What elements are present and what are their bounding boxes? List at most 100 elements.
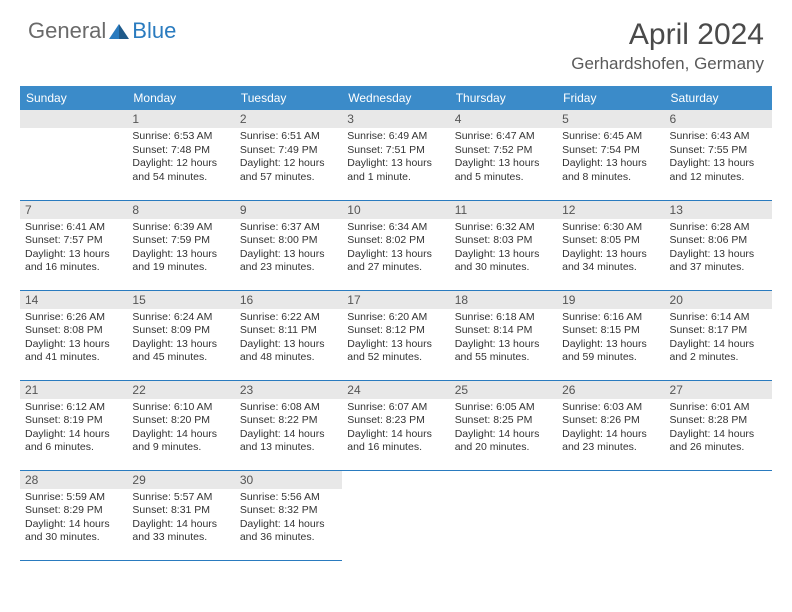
daylight-line: Daylight: 13 hours and 8 minutes. — [562, 157, 659, 184]
calendar-day-cell — [342, 470, 449, 560]
day-info: Sunrise: 6:12 AMSunset: 8:19 PMDaylight:… — [25, 401, 122, 456]
header: General Blue April 2024 Gerhardshofen, G… — [0, 0, 792, 82]
sunrise-line: Sunrise: 6:24 AM — [132, 311, 229, 325]
calendar-day-cell: 6Sunrise: 6:43 AMSunset: 7:55 PMDaylight… — [665, 110, 772, 200]
sunrise-line: Sunrise: 6:51 AM — [240, 130, 337, 144]
sunrise-line: Sunrise: 6:43 AM — [670, 130, 767, 144]
month-title: April 2024 — [571, 18, 764, 52]
calendar-day-cell: 17Sunrise: 6:20 AMSunset: 8:12 PMDayligh… — [342, 290, 449, 380]
sunrise-line: Sunrise: 6:22 AM — [240, 311, 337, 325]
day-number: 7 — [20, 201, 127, 219]
day-info: Sunrise: 6:43 AMSunset: 7:55 PMDaylight:… — [670, 130, 767, 185]
calendar-day-cell: 21 Sunrise: 6:12 AMSunset: 8:19 PMDayligh… — [20, 380, 127, 470]
day-info: Sunrise: 6:37 AMSunset: 8:00 PMDaylight:… — [240, 221, 337, 276]
day-number: 24 — [342, 381, 449, 399]
sunset-line: Sunset: 8:29 PM — [25, 504, 122, 518]
sunrise-line: Sunrise: 6:34 AM — [347, 221, 444, 235]
sunset-line: Sunset: 7:52 PM — [455, 144, 552, 158]
daylight-line: Daylight: 14 hours and 36 minutes. — [240, 518, 337, 545]
sunset-line: Sunset: 8:09 PM — [132, 324, 229, 338]
day-info: Sunrise: 6:18 AMSunset: 8:14 PMDaylight:… — [455, 311, 552, 366]
day-info: Sunrise: 6:16 AMSunset: 8:15 PMDaylight:… — [562, 311, 659, 366]
sunset-line: Sunset: 8:19 PM — [25, 414, 122, 428]
day-number: 30 — [235, 471, 342, 489]
day-number: 21 — [20, 381, 127, 399]
day-info: Sunrise: 6:51 AMSunset: 7:49 PMDaylight:… — [240, 130, 337, 185]
day-info: Sunrise: 6:26 AMSunset: 8:08 PMDaylight:… — [25, 311, 122, 366]
calendar-day-cell: 12Sunrise: 6:30 AMSunset: 8:05 PMDayligh… — [557, 200, 664, 290]
day-info: Sunrise: 6:03 AMSunset: 8:26 PMDaylight:… — [562, 401, 659, 456]
sunset-line: Sunset: 8:12 PM — [347, 324, 444, 338]
daylight-line: Daylight: 14 hours and 13 minutes. — [240, 428, 337, 455]
daylight-line: Daylight: 14 hours and 20 minutes. — [455, 428, 552, 455]
calendar-day-cell: 5 Sunrise: 6:45 AMSunset: 7:54 PMDaylight… — [557, 110, 664, 200]
sunset-line: Sunset: 8:02 PM — [347, 234, 444, 248]
day-info: Sunrise: 6:14 AMSunset: 8:17 PMDaylight:… — [670, 311, 767, 366]
calendar-week-row: 14Sunrise: 6:26 AMSunset: 8:08 PMDayligh… — [20, 290, 772, 380]
day-number: 19 — [557, 291, 664, 309]
sunset-line: Sunset: 8:08 PM — [25, 324, 122, 338]
weekday-header: Wednesday — [342, 86, 449, 110]
calendar-day-cell: 23Sunrise: 6:08 AMSunset: 8:22 PMDayligh… — [235, 380, 342, 470]
daylight-line: Daylight: 13 hours and 59 minutes. — [562, 338, 659, 365]
calendar-day-cell: 9Sunrise: 6:37 AMSunset: 8:00 PMDaylight… — [235, 200, 342, 290]
weekday-header: Monday — [127, 86, 234, 110]
logo: General Blue — [28, 18, 176, 44]
logo-text-blue: Blue — [132, 18, 176, 44]
sunset-line: Sunset: 7:48 PM — [132, 144, 229, 158]
day-number: 26 — [557, 381, 664, 399]
day-number: 20 — [665, 291, 772, 309]
sunset-line: Sunset: 7:55 PM — [670, 144, 767, 158]
calendar-day-cell: 26 Sunrise: 6:03 AMSunset: 8:26 PMDayligh… — [557, 380, 664, 470]
daylight-line: Daylight: 13 hours and 5 minutes. — [455, 157, 552, 184]
day-number: 23 — [235, 381, 342, 399]
day-number: 3 — [342, 110, 449, 128]
daylight-line: Daylight: 14 hours and 9 minutes. — [132, 428, 229, 455]
day-info: Sunrise: 6:05 AMSunset: 8:25 PMDaylight:… — [455, 401, 552, 456]
calendar-day-cell — [557, 470, 664, 560]
daylight-line: Daylight: 13 hours and 12 minutes. — [670, 157, 767, 184]
sunset-line: Sunset: 8:05 PM — [562, 234, 659, 248]
day-info: Sunrise: 6:49 AMSunset: 7:51 PMDaylight:… — [347, 130, 444, 185]
calendar-day-cell: 1Sunrise: 6:53 AMSunset: 7:48 PMDaylight… — [127, 110, 234, 200]
calendar-day-cell: 30 Sunrise: 5:56 AMSunset: 8:32 PMDayligh… — [235, 470, 342, 560]
sunrise-line: Sunrise: 6:07 AM — [347, 401, 444, 415]
sunset-line: Sunset: 7:57 PM — [25, 234, 122, 248]
day-number: 29 — [127, 471, 234, 489]
daylight-line: Daylight: 14 hours and 23 minutes. — [562, 428, 659, 455]
day-info: Sunrise: 6:01 AMSunset: 8:28 PMDaylight:… — [670, 401, 767, 456]
day-number: 8 — [127, 201, 234, 219]
sunset-line: Sunset: 8:03 PM — [455, 234, 552, 248]
day-info: Sunrise: 6:32 AMSunset: 8:03 PMDaylight:… — [455, 221, 552, 276]
sunset-line: Sunset: 8:28 PM — [670, 414, 767, 428]
sunset-line: Sunset: 8:26 PM — [562, 414, 659, 428]
sunrise-line: Sunrise: 6:18 AM — [455, 311, 552, 325]
sunrise-line: Sunrise: 6:26 AM — [25, 311, 122, 325]
weekday-header: Friday — [557, 86, 664, 110]
sunrise-line: Sunrise: 6:01 AM — [670, 401, 767, 415]
weekday-header: Saturday — [665, 86, 772, 110]
sunrise-line: Sunrise: 6:47 AM — [455, 130, 552, 144]
calendar-day-cell — [450, 470, 557, 560]
day-info: Sunrise: 6:45 AMSunset: 7:54 PMDaylight:… — [562, 130, 659, 185]
calendar-day-cell — [665, 470, 772, 560]
sunrise-line: Sunrise: 6:53 AM — [132, 130, 229, 144]
sunrise-line: Sunrise: 6:03 AM — [562, 401, 659, 415]
calendar-day-cell: 14Sunrise: 6:26 AMSunset: 8:08 PMDayligh… — [20, 290, 127, 380]
day-info: Sunrise: 6:41 AMSunset: 7:57 PMDaylight:… — [25, 221, 122, 276]
day-info: Sunrise: 6:53 AMSunset: 7:48 PMDaylight:… — [132, 130, 229, 185]
daylight-line: Daylight: 14 hours and 16 minutes. — [347, 428, 444, 455]
day-info: Sunrise: 5:56 AMSunset: 8:32 PMDaylight:… — [240, 491, 337, 546]
calendar-day-cell: 2Sunrise: 6:51 AMSunset: 7:49 PMDaylight… — [235, 110, 342, 200]
daylight-line: Daylight: 13 hours and 52 minutes. — [347, 338, 444, 365]
sunrise-line: Sunrise: 5:57 AM — [132, 491, 229, 505]
sunrise-line: Sunrise: 6:16 AM — [562, 311, 659, 325]
logo-triangle-icon — [108, 22, 130, 40]
sunset-line: Sunset: 8:15 PM — [562, 324, 659, 338]
calendar-week-row: 1Sunrise: 6:53 AMSunset: 7:48 PMDaylight… — [20, 110, 772, 200]
day-number: 5 — [557, 110, 664, 128]
sunrise-line: Sunrise: 6:45 AM — [562, 130, 659, 144]
sunrise-line: Sunrise: 6:37 AM — [240, 221, 337, 235]
sunrise-line: Sunrise: 6:20 AM — [347, 311, 444, 325]
sunset-line: Sunset: 8:31 PM — [132, 504, 229, 518]
